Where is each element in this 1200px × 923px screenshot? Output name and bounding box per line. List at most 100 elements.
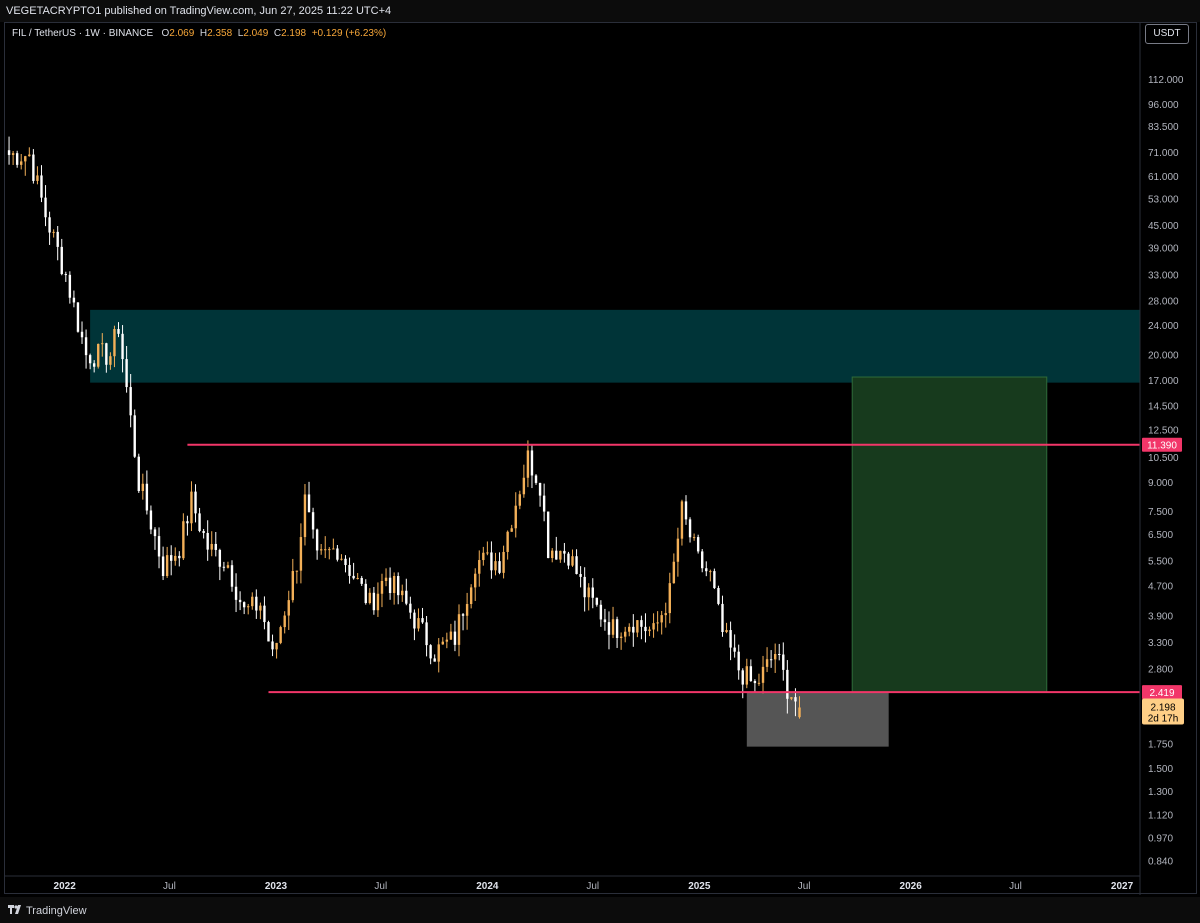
candle-down (40, 175, 43, 198)
candle-down (198, 513, 201, 532)
candle-down (701, 551, 704, 569)
candle-up (251, 596, 254, 607)
candle-down (782, 654, 785, 670)
symbol-info[interactable]: FIL / TetherUS · 1W · BINANCE (12, 28, 154, 39)
candle-down (149, 510, 153, 530)
candle-up (790, 697, 793, 699)
low-label: L (237, 28, 244, 39)
level-tag-text: 2.419 (1149, 688, 1174, 699)
candle-up (709, 571, 712, 573)
y-tick-label: 17.000 (1148, 376, 1179, 387)
y-tick-label: 33.000 (1148, 270, 1179, 281)
candle-down (186, 521, 189, 524)
candle-down (344, 558, 347, 566)
y-tick-label: 0.970 (1148, 834, 1173, 845)
supply-zone (90, 309, 1140, 383)
candle-down (688, 519, 692, 538)
candle-down (717, 588, 720, 604)
candle-down (534, 475, 538, 483)
high-label: H (199, 28, 208, 39)
candle-down (242, 602, 246, 608)
candle-down (729, 630, 732, 648)
candle-down (696, 537, 700, 552)
candle-up (628, 626, 631, 632)
y-tick-label: 28.000 (1148, 297, 1179, 308)
candles (7, 136, 801, 719)
candle-up (648, 629, 651, 632)
candle-up (660, 615, 663, 623)
candle-down (145, 483, 149, 511)
candle-down (92, 363, 96, 367)
candle-up (113, 328, 116, 357)
candle-down (153, 529, 157, 537)
y-tick-label: 3.300 (1148, 638, 1173, 649)
y-tick-label: 5.500 (1148, 556, 1173, 567)
candle-down (733, 647, 736, 652)
candle-up (441, 641, 444, 645)
candle-up (283, 615, 286, 628)
candle-down (44, 197, 47, 218)
candle-up (340, 558, 343, 560)
candle-up (324, 549, 327, 551)
currency-button[interactable]: USDT (1145, 24, 1189, 44)
candle-up (510, 528, 513, 532)
candle-up (190, 491, 193, 524)
y-tick-label: 4.700 (1148, 582, 1173, 593)
candle-down (133, 415, 136, 457)
candle-up (502, 551, 505, 573)
candle-down (169, 555, 173, 561)
candle-down (125, 359, 128, 388)
candle-down (76, 302, 80, 332)
candle-down (749, 666, 753, 681)
tradingview-logo[interactable]: TradingView (8, 904, 87, 918)
candle-down (60, 246, 63, 275)
candle-down (68, 274, 72, 298)
y-tick-label: 10.500 (1148, 453, 1179, 464)
high-value: 2.358 (207, 28, 233, 39)
candle-up (417, 618, 420, 629)
candle-down (530, 450, 534, 476)
candle-down (271, 641, 274, 650)
candle-up (11, 153, 15, 155)
level-tag-2.419 (1142, 685, 1182, 700)
candle-up (692, 537, 696, 539)
candle-up (587, 587, 590, 598)
candle-down (129, 387, 132, 416)
candle-down (453, 631, 457, 645)
candle-up (486, 552, 489, 554)
candle-down (595, 597, 599, 605)
candle-up (636, 620, 639, 633)
candle-up (380, 580, 384, 594)
candle-down (433, 658, 436, 662)
candle-up (97, 343, 100, 367)
candle-down (222, 566, 226, 568)
candle-down (348, 565, 351, 576)
candle-down (214, 543, 217, 550)
candle-up (469, 587, 473, 604)
candle-down (769, 659, 773, 661)
candle-down (202, 531, 205, 533)
candle-down (794, 697, 797, 702)
candle-up (165, 555, 169, 577)
candle-up (303, 494, 307, 538)
candle-down (490, 552, 493, 571)
candle-down (194, 491, 197, 514)
candle-up (668, 583, 671, 614)
candle-up (656, 622, 659, 624)
y-tick-label: 7.500 (1148, 507, 1173, 518)
candle-up (401, 590, 404, 596)
candle-down (599, 604, 603, 620)
candle-up (623, 631, 627, 637)
x-tick-label: Jul (374, 881, 387, 892)
target-zone (851, 376, 1048, 693)
change-value: +0.129 (+6.23%) (311, 28, 387, 39)
last-price-tag (1142, 698, 1184, 725)
tradingview-brand: TradingView (26, 905, 87, 917)
candle-down (425, 622, 428, 646)
candle-down (786, 669, 789, 699)
y-tick-label: 83.500 (1148, 122, 1179, 133)
candle-up (672, 561, 676, 584)
candle-up (773, 653, 777, 660)
candle-down (56, 231, 59, 247)
